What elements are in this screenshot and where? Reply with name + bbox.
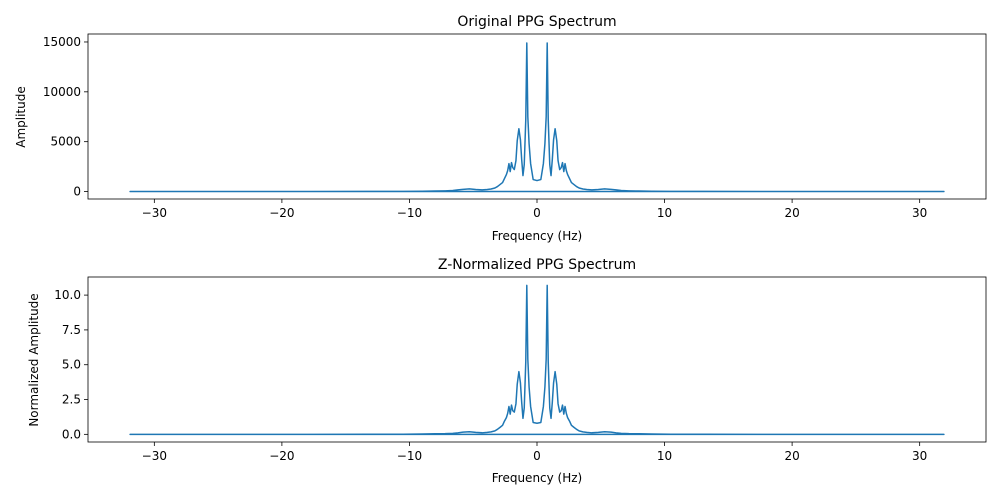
x-tick-label: 10 [657, 206, 672, 220]
y-tick-label: 2.5 [62, 393, 81, 407]
chart-title: Z-Normalized PPG Spectrum [438, 257, 636, 273]
y-tick-label: 15000 [43, 35, 81, 49]
x-axis-label: Frequency (Hz) [492, 229, 583, 243]
x-tick-label: 20 [784, 449, 799, 463]
y-tick-label: 10000 [43, 85, 81, 99]
x-tick-label: 0 [533, 449, 541, 463]
x-tick-label: 10 [657, 449, 672, 463]
y-tick-label: 0.0 [62, 427, 81, 441]
plot-area: −30 −20 −10 0 10 20 30 0 5000 10000 15000 [43, 33, 987, 220]
x-tick-label: 20 [784, 206, 799, 220]
y-tick-label: 10.0 [54, 288, 81, 302]
subplot-normalized-spectrum: Z-Normalized PPG Spectrum −30 −20 −10 0 10 20… [27, 257, 987, 485]
y-tick-label: 5000 [50, 135, 81, 149]
x-tick-label: −30 [142, 449, 167, 463]
series-line [129, 284, 945, 436]
x-tick-label: 30 [912, 206, 927, 220]
y-axis-label: Normalized Amplitude [27, 293, 41, 426]
x-tick-label: −20 [269, 449, 294, 463]
x-tick-label: −20 [269, 206, 294, 220]
x-tick-label: −30 [142, 206, 167, 220]
x-tick-label: −10 [397, 206, 422, 220]
chart-title: Original PPG Spectrum [457, 14, 616, 30]
series-line [129, 42, 945, 193]
y-tick-label: 5.0 [62, 358, 81, 372]
y-tick-label: 0 [73, 185, 81, 199]
y-tick-label: 7.5 [62, 323, 81, 337]
y-axis-label: Amplitude [14, 86, 28, 148]
x-tick-label: 0 [533, 206, 541, 220]
x-tick-label: 30 [912, 449, 927, 463]
plot-area: −30 −20 −10 0 10 20 30 0.0 2.5 5.0 7.5 10.0 [54, 276, 987, 463]
subplot-original-spectrum: Original PPG Spectrum −30 −20 −10 0 10 20 30 0 5… [14, 14, 987, 243]
x-axis-label: Frequency (Hz) [492, 471, 583, 485]
x-tick-label: −10 [397, 449, 422, 463]
